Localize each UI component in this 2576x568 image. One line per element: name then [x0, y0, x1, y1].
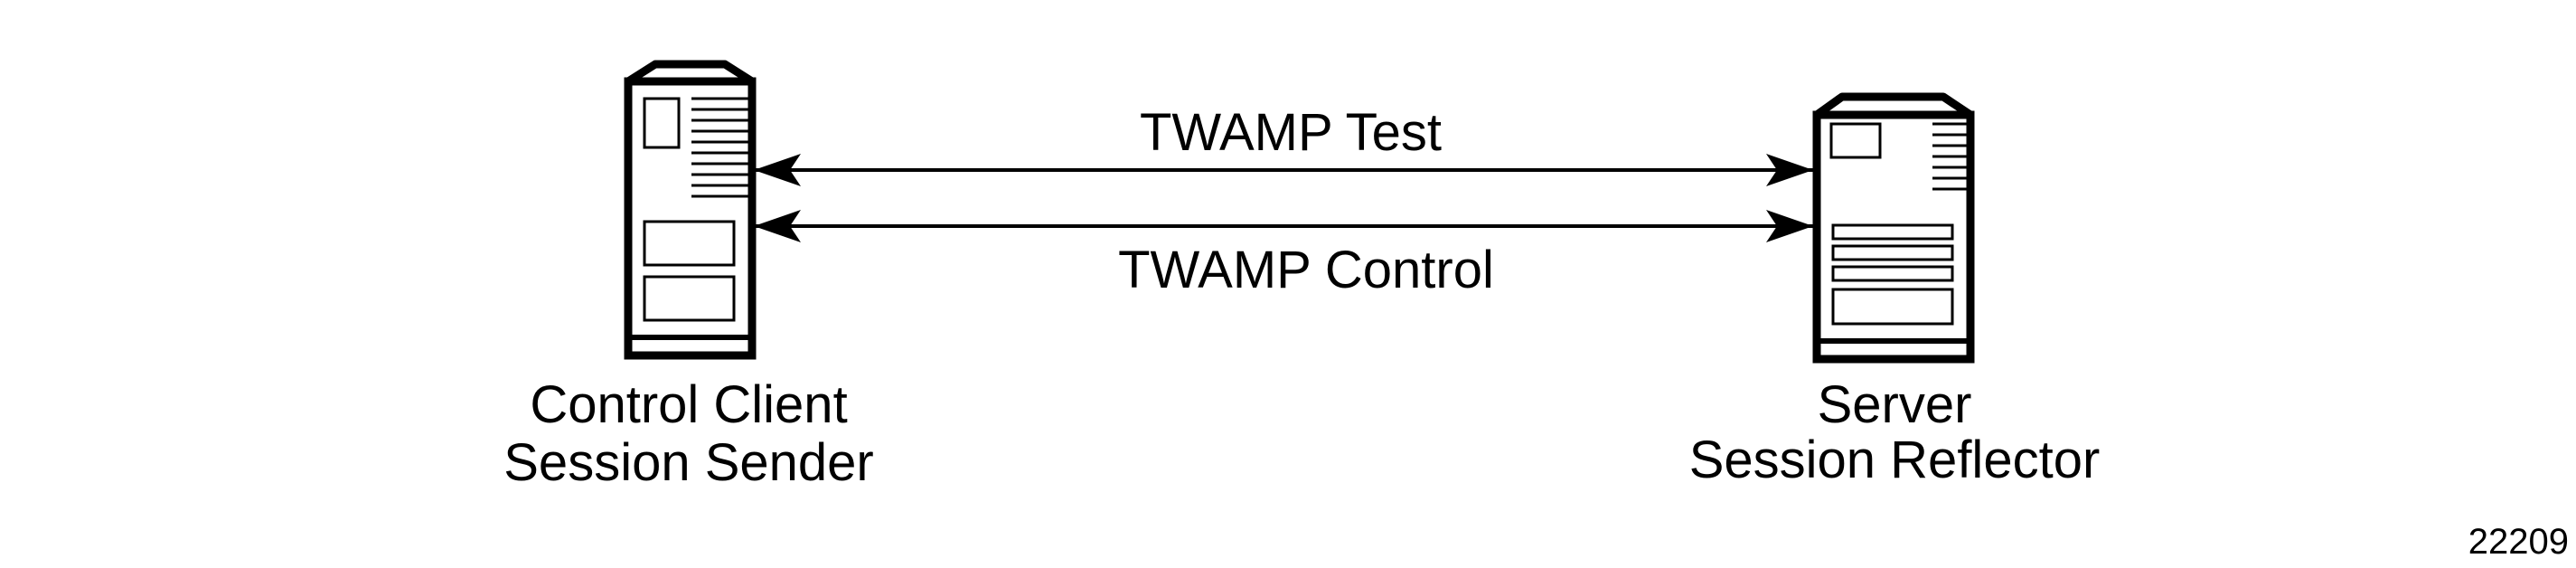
left-node-label-line1: Control Client — [530, 375, 847, 434]
twamp-control-label: TWAMP Control — [1118, 241, 1494, 299]
twamp-test-label: TWAMP Test — [1140, 103, 1442, 162]
figure-number: 22209 — [2468, 522, 2569, 562]
reflector-server-icon — [1812, 92, 1975, 364]
right-node-label-line2: Session Reflector — [1689, 431, 2101, 489]
left-node-label-line2: Session Sender — [503, 433, 873, 492]
right-node-label-line1: Server — [1818, 375, 1972, 434]
client-server-icon — [624, 60, 757, 360]
